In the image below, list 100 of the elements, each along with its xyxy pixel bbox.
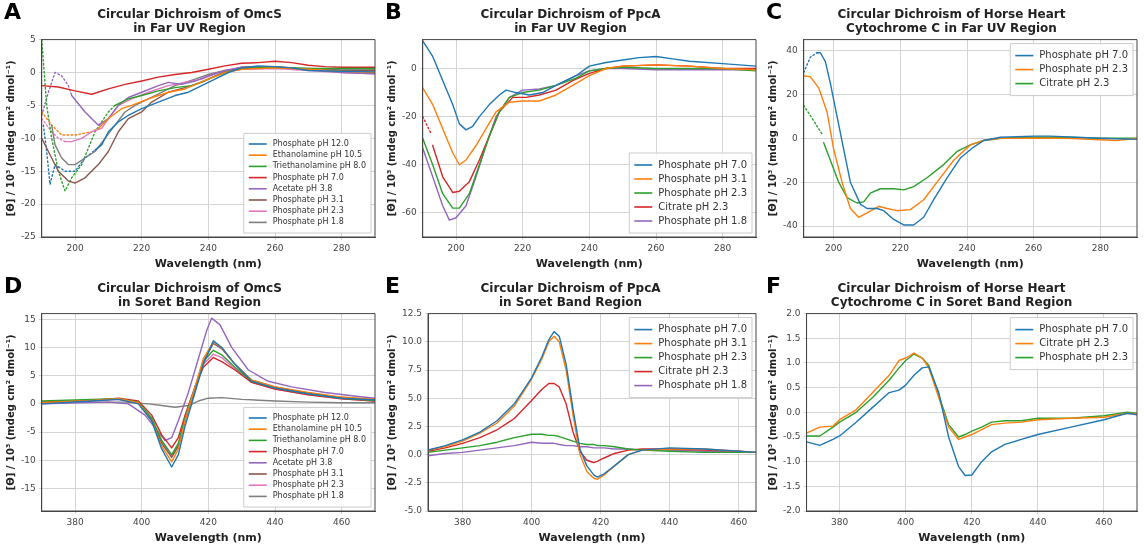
y-axis-title: [Θ] / 10³ (mdeg cm² dmol⁻¹) <box>766 60 778 217</box>
legend-label: Phosphate pH 12.0 <box>272 139 349 149</box>
legend-label: Phosphate pH 7.0 <box>272 172 344 182</box>
legend-label: Citrate pH 2.3 <box>1039 77 1110 89</box>
y-tick-label: 7.5 <box>407 364 423 375</box>
x-tick-label: 260 <box>647 242 665 253</box>
y-tick-label: 1.5 <box>786 332 801 343</box>
x-tick-label: 440 <box>661 516 679 527</box>
legend-label: Triethanolamine pH 8.0 <box>271 435 367 445</box>
x-tick-label: 260 <box>1025 242 1043 253</box>
legend-label: Ethanolamine pH 10.5 <box>272 424 363 434</box>
x-tick-label: 280 <box>714 242 732 253</box>
y-tick-label: -20 <box>21 198 36 209</box>
x-axis-title: Wavelength (nm) <box>154 531 262 545</box>
y-tick-label: 0.0 <box>786 406 801 417</box>
y-tick-label: -15 <box>21 482 36 493</box>
legend-label: Acetate pH 3.8 <box>272 457 333 467</box>
x-tick-label: 380 <box>831 516 849 527</box>
y-tick-label: 0 <box>410 62 417 73</box>
text: D <box>4 272 23 298</box>
x-tick-label: 240 <box>580 242 599 253</box>
y-axis-title: [Θ] / 10³ (mdeg cm² dmol⁻¹) <box>4 60 16 217</box>
x-axis-title: Wavelength (nm) <box>538 531 646 545</box>
legend-label: Phosphate pH 2.3 <box>658 186 748 198</box>
legend-label: Phosphate pH 1.8 <box>272 217 344 227</box>
legend-label: Phosphate pH 7.0 <box>658 158 748 170</box>
legend-label: Phosphate pH 12.0 <box>272 413 349 423</box>
text: A <box>4 0 22 24</box>
legend-label: Phosphate pH 1.8 <box>272 491 344 501</box>
x-tick-label: 420 <box>199 516 218 527</box>
y-axis-title: [Θ] / 10³ (mdeg cm² dmol⁻¹) <box>4 334 16 491</box>
y-tick-label: 0 <box>29 66 36 77</box>
y-tick-label: -5.0 <box>404 505 423 516</box>
y-axis-title: [Θ] / 10³ (mdeg cm² dmol⁻¹) <box>766 334 778 491</box>
x-tick-label: 200 <box>825 242 843 253</box>
x-tick-label: 200 <box>66 242 84 253</box>
x-tick-label: 280 <box>1091 242 1110 253</box>
x-tick-label: 380 <box>453 516 472 527</box>
y-tick-label: -5 <box>26 426 36 437</box>
chart-title: Circular Dichroism of PpcA in Far UV Region <box>480 7 662 35</box>
x-tick-label: 240 <box>958 242 976 253</box>
x-axis-title: Wavelength (nm) <box>535 257 643 271</box>
legend-label: Triethanolamine pH 8.0 <box>271 161 367 171</box>
chart-title: Circular Dichroism of Horse Heart Cytochrome C in Soret Band Region <box>830 281 1073 309</box>
legend-label: Phosphate pH 1.8 <box>658 214 748 226</box>
legend-label: Phosphate pH 7.0 <box>272 446 344 456</box>
x-tick-label: 220 <box>891 242 910 253</box>
legend-label: Phosphate pH 2.3 <box>1039 351 1129 363</box>
y-tick-label: 0.0 <box>407 448 423 459</box>
y-tick-label: 1.0 <box>786 357 801 368</box>
legend-label: Ethanolamine pH 10.5 <box>272 150 363 160</box>
y-tick-label: 10.0 <box>401 336 423 347</box>
legend-label: Phosphate pH 3.1 <box>658 337 748 349</box>
text: F <box>766 272 782 298</box>
y-tick-label: 5 <box>29 369 36 380</box>
legend-label: Phosphate pH 2.3 <box>1039 63 1129 75</box>
y-tick-label: 20 <box>786 88 798 99</box>
x-axis-title: Wavelength (nm) <box>154 257 262 271</box>
y-tick-label: 15 <box>24 313 36 324</box>
text: B <box>385 0 402 24</box>
legend-label: Citrate pH 2.3 <box>1039 337 1110 349</box>
y-tick-label: 2.5 <box>407 420 423 431</box>
text: C <box>766 0 783 24</box>
y-tick-label: -2.5 <box>404 477 423 488</box>
x-tick-label: 420 <box>592 516 610 527</box>
y-tick-label: 5 <box>29 33 36 44</box>
x-tick-label: 240 <box>199 242 218 253</box>
y-tick-label: -5 <box>26 99 36 110</box>
text: E <box>385 272 401 298</box>
y-axis-title: [Θ] / 10³ (mdeg cm² dmol⁻¹) <box>385 60 397 217</box>
x-tick-label: 440 <box>266 516 284 527</box>
legend-label: Phosphate pH 3.1 <box>658 172 748 184</box>
x-tick-label: 420 <box>963 516 981 527</box>
legend-label: Phosphate pH 3.1 <box>272 195 344 205</box>
legend-label: Phosphate pH 7.0 <box>658 323 748 335</box>
y-tick-label: -0.5 <box>783 431 801 442</box>
y-tick-label: -1.5 <box>783 480 801 491</box>
y-tick-label: -25 <box>21 231 36 242</box>
x-tick-label: 220 <box>514 242 532 253</box>
y-tick-label: -10 <box>21 454 36 465</box>
y-tick-label: 5.0 <box>407 392 423 403</box>
legend-label: Phosphate pH 3.1 <box>272 469 344 479</box>
legend-label: Phosphate pH 7.0 <box>1039 49 1129 61</box>
y-tick-label: -2.0 <box>783 505 801 516</box>
y-tick-label: 12.5 <box>401 307 423 318</box>
x-tick-label: 380 <box>66 516 84 527</box>
x-tick-label: 400 <box>897 516 915 527</box>
x-tick-label: 400 <box>523 516 541 527</box>
x-tick-label: 440 <box>1029 516 1047 527</box>
y-tick-label: 0 <box>791 132 798 143</box>
y-axis-title: [Θ] / 10³ (mdeg cm² dmol⁻¹) <box>385 334 397 491</box>
x-axis-title: Wavelength (nm) <box>918 531 1026 545</box>
legend-label: Citrate pH 2.3 <box>658 365 729 377</box>
y-tick-label: -20 <box>783 176 798 187</box>
x-axis-title: Wavelength (nm) <box>916 257 1024 271</box>
y-tick-label: -60 <box>402 207 417 218</box>
x-tick-label: 460 <box>1095 516 1113 527</box>
chart-title: Circular Dichroism of OmcS in Soret Band Region <box>97 281 282 309</box>
y-tick-label: -10 <box>21 132 36 143</box>
y-tick-label: -1.0 <box>783 455 801 466</box>
